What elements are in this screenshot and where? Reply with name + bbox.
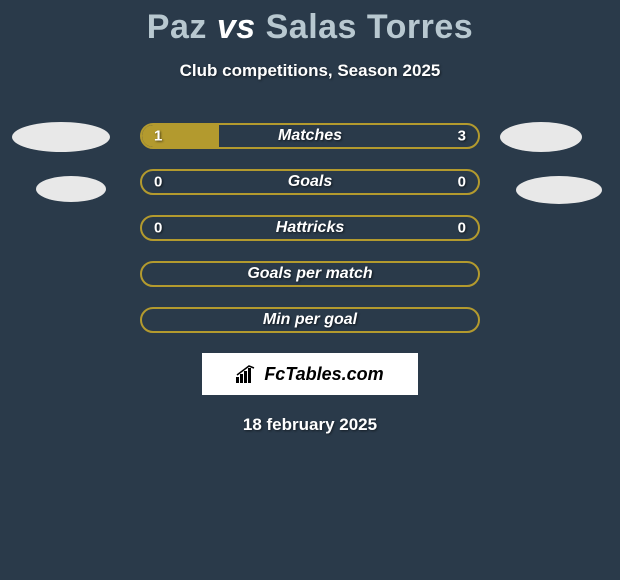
- stat-label: Hattricks: [276, 219, 344, 237]
- logo-chart-icon: [236, 365, 258, 383]
- stat-label: Min per goal: [263, 311, 357, 329]
- stat-left-value: 0: [154, 220, 162, 237]
- placeholder-ellipse: [36, 176, 106, 202]
- player1-name: Paz: [147, 8, 207, 46]
- stat-row: 0 0 Goals: [140, 169, 480, 195]
- player2-name: Salas Torres: [266, 8, 474, 46]
- stat-right-value: 0: [458, 220, 466, 237]
- stat-right-value: 0: [458, 174, 466, 191]
- placeholder-ellipse: [500, 122, 582, 152]
- stat-row: Goals per match: [140, 261, 480, 287]
- placeholder-ellipse: [12, 122, 110, 152]
- subtitle: Club competitions, Season 2025: [0, 61, 620, 81]
- stats-rows: 1 3 Matches 0 0 Goals 0 0 Hattricks Goals per mat…: [0, 123, 620, 333]
- stat-row: 0 0 Hattricks: [140, 215, 480, 241]
- stat-label: Matches: [278, 127, 342, 145]
- stat-label: Goals: [288, 173, 332, 191]
- logo-text: FcTables.com: [264, 364, 383, 385]
- stat-row: 1 3 Matches: [140, 123, 480, 149]
- placeholder-ellipse: [516, 176, 602, 204]
- logo-box: FcTables.com: [202, 353, 418, 395]
- vs-label: vs: [217, 8, 256, 46]
- comparison-title: Paz vs Salas Torres: [0, 0, 620, 47]
- stat-left-value: 0: [154, 174, 162, 191]
- stat-label: Goals per match: [247, 265, 372, 283]
- stat-left-value: 1: [154, 128, 162, 145]
- stat-row: Min per goal: [140, 307, 480, 333]
- stat-right-value: 3: [458, 128, 466, 145]
- date-label: 18 february 2025: [0, 415, 620, 435]
